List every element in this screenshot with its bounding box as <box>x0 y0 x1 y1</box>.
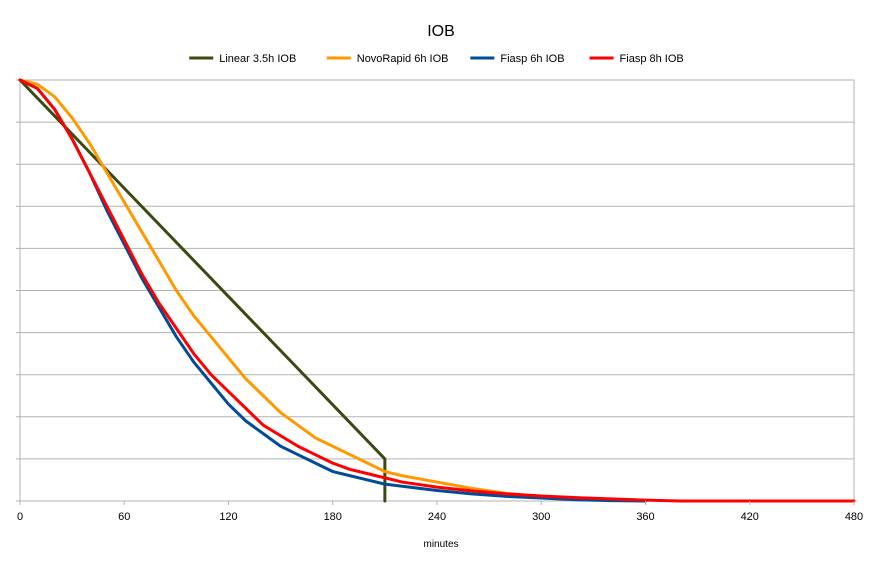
x-tick-label: 180 <box>324 511 342 523</box>
series-line-fiasp-6h-iob <box>18 78 647 503</box>
x-tick-label: 60 <box>118 511 130 523</box>
x-tick-label: 240 <box>428 511 446 523</box>
x-tick-label: 420 <box>741 511 759 523</box>
legend-label: Fiasp 6h IOB <box>500 53 564 65</box>
legend: Linear 3.5h IOB NovoRapid 6h IOB Fiasp 6h … <box>189 53 684 65</box>
series-line-novorapid-6h-iob <box>18 78 647 503</box>
legend-label: Linear 3.5h IOB <box>219 53 296 65</box>
x-axis-label: minutes <box>423 539 458 550</box>
gridlines <box>20 121 854 460</box>
x-axis: 0 60 120 180 240 300 360 420 480 <box>17 501 863 523</box>
y-tick-marks <box>16 79 20 502</box>
series-line-fiasp-8h-iob <box>18 78 856 503</box>
legend-label: NovoRapid 6h IOB <box>357 53 449 65</box>
x-tick-label: 120 <box>219 511 237 523</box>
x-tick-label: 360 <box>636 511 654 523</box>
chart-title: IOB <box>427 23 455 40</box>
series-lines <box>18 78 856 503</box>
x-tick-label: 480 <box>845 511 863 523</box>
legend-label: Fiasp 8h IOB <box>620 53 684 65</box>
x-tick-label: 0 <box>17 511 23 523</box>
x-tick-label: 300 <box>532 511 550 523</box>
series-line-linear-3-5h-iob <box>18 78 387 503</box>
plot-area <box>16 78 856 503</box>
